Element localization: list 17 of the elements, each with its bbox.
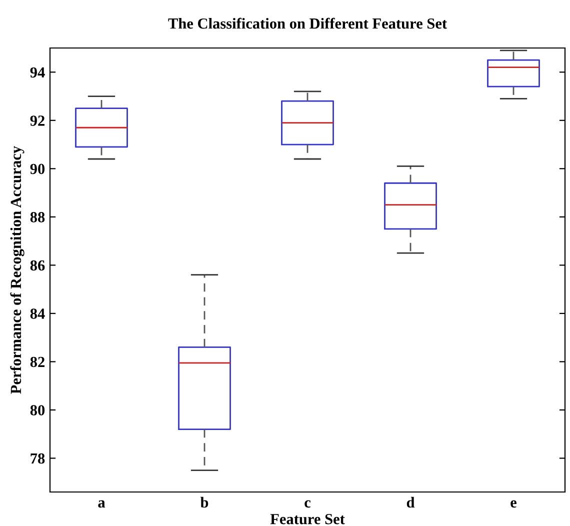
x-tick-label: b xyxy=(200,496,208,508)
x-tick-label: e xyxy=(510,500,516,508)
x-tick-label: c xyxy=(304,500,311,508)
y-tick-label: 86 xyxy=(30,260,45,271)
y-tick-label: 92 xyxy=(30,116,44,126)
y-tick-label: 78 xyxy=(30,453,45,464)
y-tick-label: 84 xyxy=(30,308,45,319)
y-tick-label: 82 xyxy=(30,356,44,368)
y-axis-title: Performance of Recognition Accuracy xyxy=(10,146,24,394)
x-axis-title: Feature Set xyxy=(270,514,345,524)
y-tick-label: 90 xyxy=(30,164,45,174)
y-tick-label: 80 xyxy=(30,405,45,416)
x-tick-label: d xyxy=(406,496,415,508)
x-tick-label: a xyxy=(98,500,106,508)
y-tick-label: 88 xyxy=(30,212,45,222)
y-tick-label: 94 xyxy=(30,67,45,78)
chart-title: The Classification on Different Feature Set xyxy=(168,18,447,29)
